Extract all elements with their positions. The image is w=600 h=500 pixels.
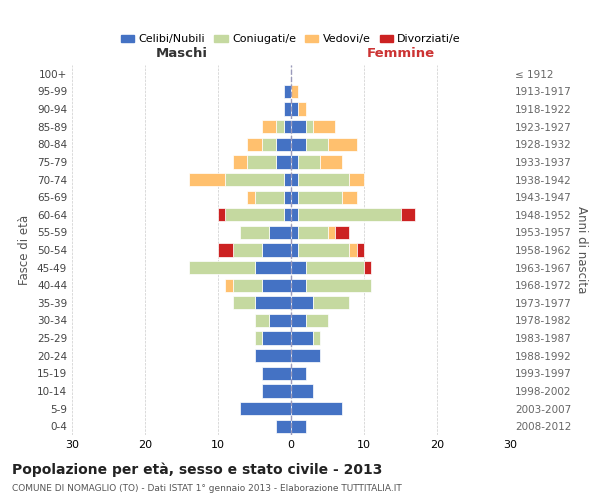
- Bar: [291, 120, 305, 134]
- Bar: [356, 244, 364, 256]
- Bar: [262, 332, 291, 344]
- Bar: [342, 190, 357, 204]
- Bar: [254, 349, 291, 362]
- Bar: [291, 138, 305, 151]
- Bar: [298, 156, 320, 168]
- Bar: [298, 173, 349, 186]
- Text: Popolazione per età, sesso e stato civile - 2013: Popolazione per età, sesso e stato civil…: [12, 462, 382, 477]
- Bar: [254, 296, 291, 310]
- Bar: [277, 138, 291, 151]
- Bar: [277, 156, 291, 168]
- Bar: [233, 278, 262, 292]
- Bar: [262, 120, 277, 134]
- Bar: [254, 332, 262, 344]
- Bar: [277, 420, 291, 433]
- Bar: [262, 384, 291, 398]
- Bar: [233, 296, 254, 310]
- Bar: [284, 102, 291, 116]
- Bar: [291, 156, 298, 168]
- Bar: [269, 314, 291, 327]
- Bar: [218, 244, 233, 256]
- Bar: [335, 226, 349, 239]
- Bar: [291, 85, 298, 98]
- Bar: [284, 85, 291, 98]
- Bar: [291, 314, 305, 327]
- Text: COMUNE DI NOMAGLIO (TO) - Dati ISTAT 1° gennaio 2013 - Elaborazione TUTTITALIA.I: COMUNE DI NOMAGLIO (TO) - Dati ISTAT 1° …: [12, 484, 402, 493]
- Bar: [313, 296, 349, 310]
- Bar: [401, 208, 415, 222]
- Bar: [284, 120, 291, 134]
- Bar: [298, 102, 305, 116]
- Bar: [291, 402, 342, 415]
- Bar: [262, 278, 291, 292]
- Bar: [328, 226, 335, 239]
- Bar: [305, 120, 313, 134]
- Bar: [218, 208, 226, 222]
- Bar: [240, 402, 291, 415]
- Bar: [254, 314, 269, 327]
- Bar: [313, 120, 335, 134]
- Bar: [284, 190, 291, 204]
- Bar: [291, 261, 305, 274]
- Bar: [349, 244, 356, 256]
- Bar: [291, 102, 298, 116]
- Bar: [247, 190, 254, 204]
- Bar: [291, 366, 305, 380]
- Bar: [305, 314, 328, 327]
- Bar: [269, 226, 291, 239]
- Bar: [254, 261, 291, 274]
- Bar: [298, 244, 349, 256]
- Bar: [233, 156, 247, 168]
- Y-axis label: Fasce di età: Fasce di età: [19, 215, 31, 285]
- Bar: [291, 332, 313, 344]
- Bar: [291, 226, 298, 239]
- Bar: [189, 173, 226, 186]
- Bar: [226, 173, 284, 186]
- Bar: [291, 208, 298, 222]
- Bar: [247, 156, 277, 168]
- Bar: [298, 208, 401, 222]
- Y-axis label: Anni di nascita: Anni di nascita: [575, 206, 588, 294]
- Bar: [298, 190, 342, 204]
- Bar: [291, 190, 298, 204]
- Bar: [320, 156, 342, 168]
- Bar: [291, 244, 298, 256]
- Bar: [364, 261, 371, 274]
- Bar: [226, 208, 284, 222]
- Bar: [284, 173, 291, 186]
- Bar: [291, 420, 305, 433]
- Bar: [240, 226, 269, 239]
- Bar: [226, 278, 233, 292]
- Bar: [262, 138, 277, 151]
- Bar: [313, 332, 320, 344]
- Text: Maschi: Maschi: [155, 46, 208, 60]
- Bar: [262, 244, 291, 256]
- Bar: [305, 278, 371, 292]
- Bar: [284, 208, 291, 222]
- Bar: [291, 278, 305, 292]
- Bar: [262, 366, 291, 380]
- Bar: [247, 138, 262, 151]
- Legend: Celibi/Nubili, Coniugati/e, Vedovi/e, Divorziati/e: Celibi/Nubili, Coniugati/e, Vedovi/e, Di…: [116, 30, 466, 48]
- Bar: [277, 120, 284, 134]
- Bar: [349, 173, 364, 186]
- Bar: [291, 384, 313, 398]
- Bar: [233, 244, 262, 256]
- Bar: [291, 349, 320, 362]
- Bar: [254, 190, 284, 204]
- Bar: [305, 261, 364, 274]
- Bar: [291, 296, 313, 310]
- Bar: [305, 138, 328, 151]
- Bar: [328, 138, 356, 151]
- Bar: [298, 226, 328, 239]
- Text: Femmine: Femmine: [367, 46, 434, 60]
- Bar: [291, 173, 298, 186]
- Bar: [189, 261, 254, 274]
